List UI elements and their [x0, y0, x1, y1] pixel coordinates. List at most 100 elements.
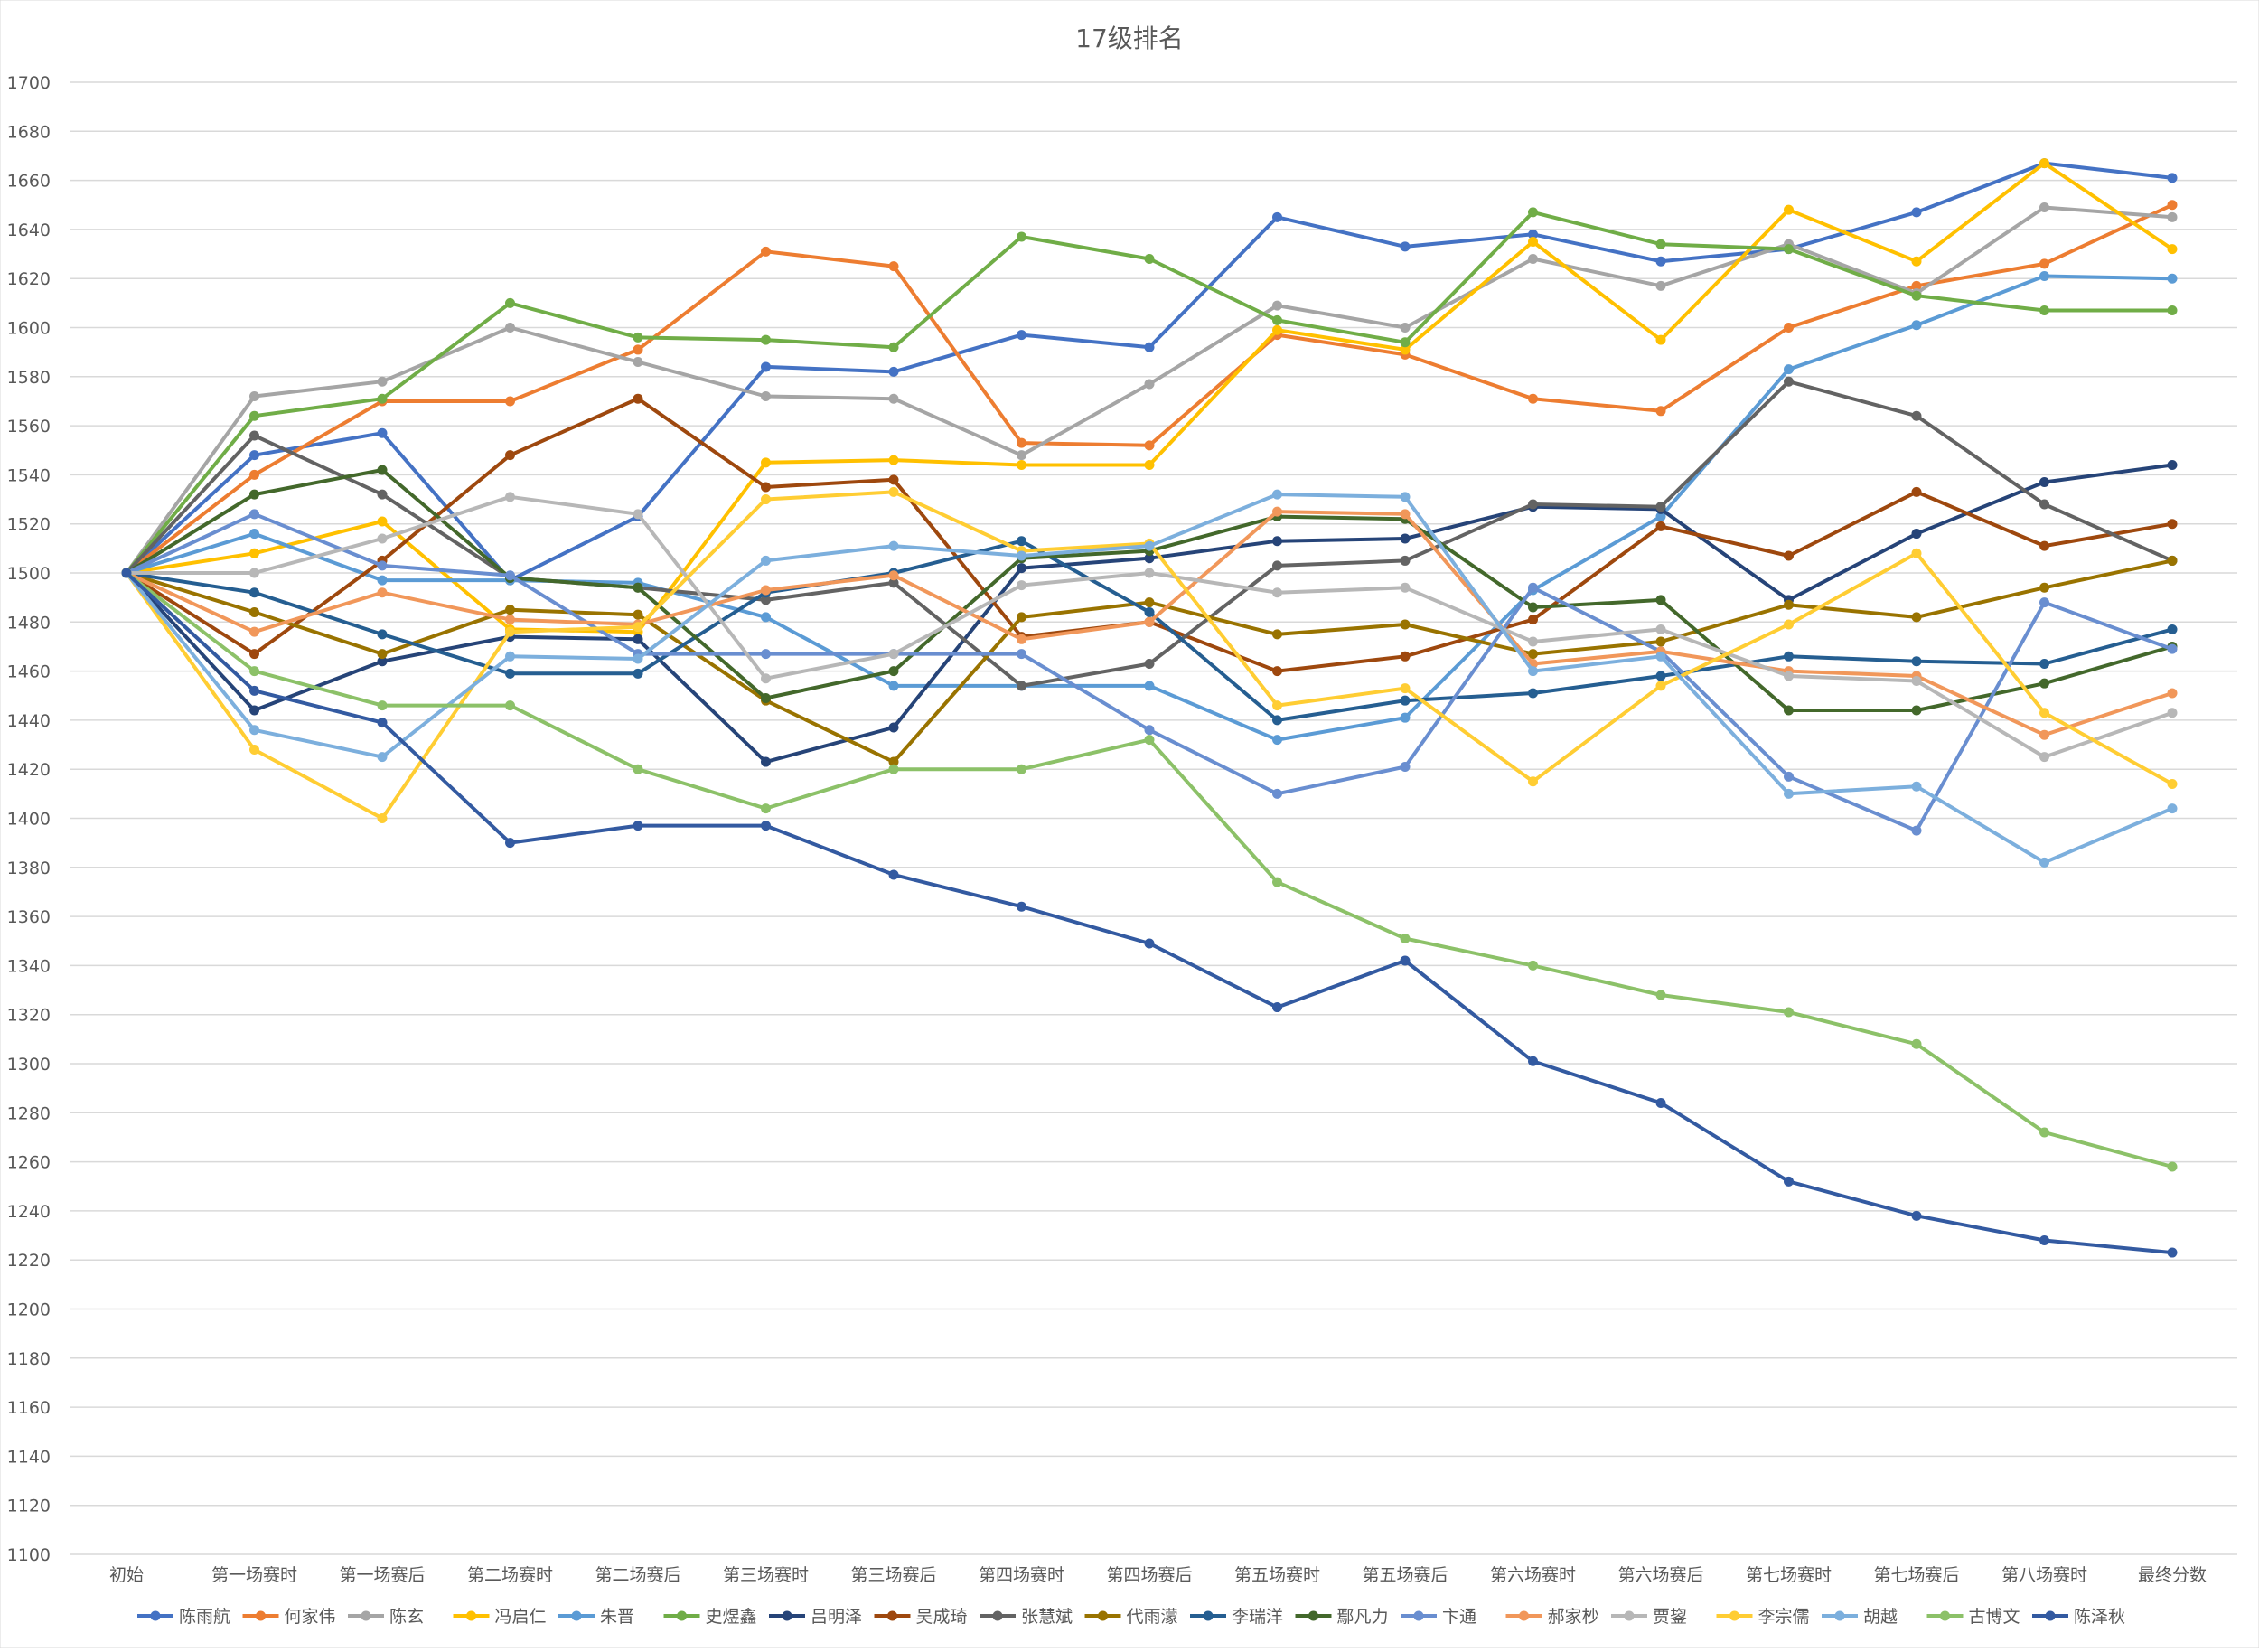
- data-point: [761, 803, 771, 814]
- data-point: [377, 656, 388, 667]
- data-point: [1528, 960, 1538, 971]
- data-point: [633, 393, 643, 404]
- data-point: [377, 560, 388, 571]
- data-point: [1400, 619, 1411, 630]
- data-point: [1400, 241, 1411, 252]
- data-point: [1017, 450, 1026, 461]
- data-point: [1784, 204, 1794, 215]
- data-point: [1528, 602, 1538, 613]
- data-point: [1017, 437, 1026, 448]
- data-point: [2039, 729, 2049, 740]
- y-tick-label: 1360: [7, 907, 51, 927]
- data-point: [1400, 712, 1411, 723]
- data-point: [1784, 376, 1794, 387]
- data-point: [377, 629, 388, 640]
- data-point: [1272, 314, 1282, 325]
- y-tick-label: 1140: [7, 1447, 51, 1467]
- y-tick-label: 1100: [7, 1545, 51, 1565]
- legend-marker: [887, 1610, 897, 1621]
- x-tick-label: 第二场赛时: [467, 1565, 553, 1585]
- data-point: [1272, 489, 1282, 500]
- data-point: [1272, 700, 1282, 711]
- data-point: [1911, 410, 1922, 421]
- data-point: [2167, 200, 2178, 211]
- data-point: [633, 634, 643, 644]
- data-point: [2167, 305, 2178, 315]
- data-point: [1144, 342, 1155, 352]
- data-point: [1911, 705, 1922, 716]
- data-point: [1528, 236, 1538, 247]
- y-tick-label: 1480: [7, 613, 51, 633]
- data-point: [249, 626, 259, 637]
- data-point: [1272, 735, 1282, 746]
- data-point: [249, 744, 259, 755]
- data-point: [2167, 555, 2178, 566]
- y-tick-label: 1600: [7, 319, 51, 339]
- data-point: [505, 838, 515, 849]
- data-point: [1400, 533, 1411, 544]
- data-point: [1400, 337, 1411, 348]
- data-point: [1400, 323, 1411, 333]
- y-tick-label: 1560: [7, 417, 51, 436]
- legend-label: 卞通: [1442, 1607, 1476, 1627]
- data-point: [761, 756, 771, 767]
- data-point: [1911, 675, 1922, 686]
- data-point: [1017, 563, 1026, 574]
- y-tick-label: 1200: [7, 1300, 51, 1320]
- data-point: [888, 393, 899, 404]
- data-point: [1528, 615, 1538, 625]
- data-point: [2039, 540, 2049, 551]
- data-point: [2039, 658, 2049, 669]
- data-point: [249, 548, 259, 558]
- data-point: [2039, 582, 2049, 593]
- data-point: [1144, 681, 1155, 691]
- data-point: [377, 393, 388, 404]
- data-point: [1017, 612, 1026, 623]
- data-point: [1272, 506, 1282, 517]
- data-point: [377, 718, 388, 728]
- data-point: [761, 361, 771, 372]
- data-point: [1272, 629, 1282, 640]
- data-point: [2167, 1247, 2178, 1258]
- legend-marker: [1624, 1610, 1635, 1621]
- data-point: [1272, 211, 1282, 222]
- data-point: [377, 700, 388, 711]
- data-point: [1655, 334, 1666, 345]
- data-point: [1017, 536, 1026, 547]
- data-point: [1911, 825, 1922, 836]
- legend-label: 张慧斌: [1021, 1607, 1073, 1627]
- data-point: [377, 587, 388, 598]
- data-point: [1784, 364, 1794, 375]
- data-point: [1655, 521, 1666, 531]
- data-point: [1400, 344, 1411, 355]
- y-tick-label: 1240: [7, 1202, 51, 1222]
- y-tick-label: 1160: [7, 1398, 51, 1418]
- data-point: [377, 533, 388, 544]
- data-point: [1144, 253, 1155, 264]
- data-point: [505, 450, 515, 461]
- series-lines: [121, 158, 2178, 1258]
- data-point: [761, 457, 771, 468]
- data-point: [505, 396, 515, 407]
- legend-item: 史煜鑫: [663, 1607, 757, 1627]
- data-point: [249, 649, 259, 660]
- data-point: [249, 469, 259, 480]
- data-point: [1528, 499, 1538, 510]
- series-6: [121, 207, 2178, 578]
- data-point: [2167, 519, 2178, 530]
- data-point: [1144, 540, 1155, 551]
- data-point: [761, 649, 771, 660]
- legend-marker: [782, 1610, 792, 1621]
- x-axis-ticks: 初始 第一场赛时 第一场赛后 第二场赛时 第二场赛后 第三场赛时 第三场赛后 第四场赛时 第四场…: [109, 1565, 2207, 1585]
- data-point: [1144, 597, 1155, 608]
- data-point: [249, 587, 259, 598]
- data-point: [2167, 244, 2178, 255]
- legend-label: 鄢凡力: [1337, 1607, 1389, 1627]
- legend-marker: [256, 1610, 266, 1621]
- data-point: [1017, 764, 1026, 774]
- data-point: [2039, 305, 2049, 315]
- y-tick-label: 1440: [7, 711, 51, 731]
- legend-label: 胡越: [1863, 1607, 1898, 1627]
- data-point: [249, 666, 259, 677]
